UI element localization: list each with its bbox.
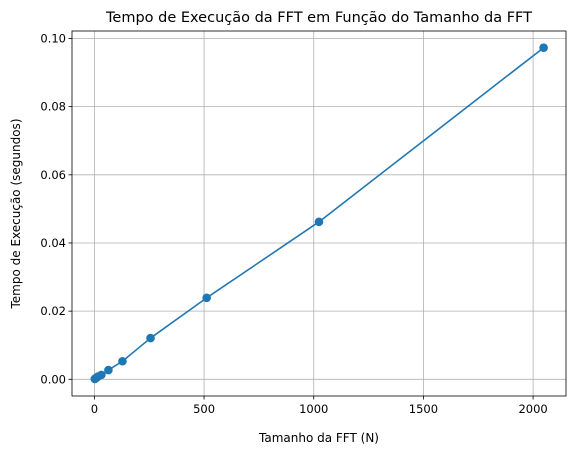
x-tick-label: 0 <box>91 402 98 416</box>
chart-title: Tempo de Execução da FFT em Função do Ta… <box>105 10 532 26</box>
y-tick-label: 0.06 <box>40 168 66 182</box>
data-point <box>97 370 106 380</box>
y-tick-label: 0.04 <box>40 236 66 250</box>
y-tick-label: 0.00 <box>40 372 66 386</box>
data-layer <box>90 43 548 384</box>
y-tick-label: 0.08 <box>40 100 66 114</box>
ticks-layer: 0 500 1000 1500 2000 0.00 0.02 0.04 0.06 0.08 0.10 <box>40 31 547 416</box>
x-tick-label: 1500 <box>409 402 438 416</box>
data-point <box>314 217 324 227</box>
y-tick-label: 0.10 <box>40 31 66 45</box>
data-point <box>104 365 113 375</box>
x-axis-label: Tamanho da FFT (N) <box>258 431 379 445</box>
data-point <box>118 356 127 366</box>
data-point <box>146 333 155 343</box>
data-point <box>539 43 548 52</box>
data-point <box>202 293 211 303</box>
x-tick-label: 500 <box>193 402 215 416</box>
x-tick-label: 1000 <box>299 402 328 416</box>
grid-layer <box>72 31 566 396</box>
x-tick-label: 2000 <box>518 402 547 416</box>
y-axis-label: Tempo de Execução (segundos) <box>9 119 23 310</box>
plot-frame <box>71 30 567 397</box>
y-tick-label: 0.02 <box>40 304 66 318</box>
